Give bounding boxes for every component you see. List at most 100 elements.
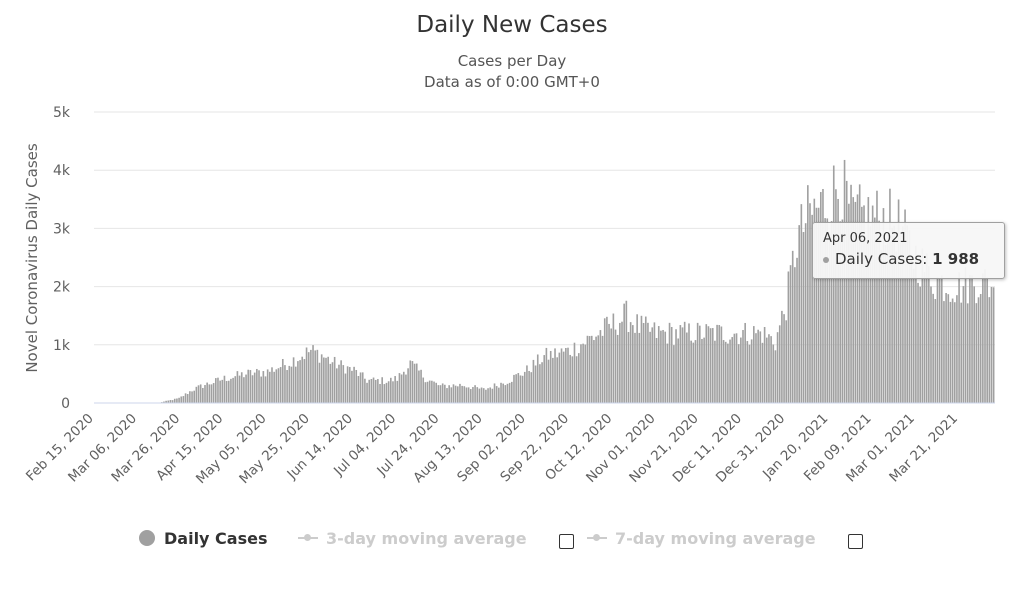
bar[interactable]: [612, 313, 615, 403]
bar[interactable]: [556, 357, 558, 403]
bar[interactable]: [284, 365, 286, 403]
bar[interactable]: [865, 241, 867, 403]
bar[interactable]: [755, 333, 757, 403]
bar[interactable]: [953, 302, 956, 403]
bar[interactable]: [958, 272, 960, 403]
bar[interactable]: [871, 205, 874, 403]
bar[interactable]: [582, 343, 584, 403]
bar[interactable]: [251, 375, 254, 403]
bar[interactable]: [824, 218, 826, 403]
bar[interactable]: [277, 368, 280, 403]
bar[interactable]: [683, 321, 686, 403]
bar[interactable]: [789, 265, 792, 403]
bar[interactable]: [469, 389, 472, 403]
bar[interactable]: [361, 372, 364, 403]
bar[interactable]: [947, 294, 950, 403]
bar[interactable]: [372, 377, 375, 403]
bar[interactable]: [562, 351, 565, 403]
bar[interactable]: [299, 360, 301, 403]
bar[interactable]: [411, 361, 414, 403]
bar[interactable]: [804, 223, 807, 403]
bar[interactable]: [908, 230, 911, 403]
bar[interactable]: [757, 329, 759, 403]
bar[interactable]: [532, 359, 535, 403]
bar[interactable]: [748, 344, 751, 403]
bar[interactable]: [938, 278, 941, 403]
bar[interactable]: [221, 379, 224, 403]
bar[interactable]: [670, 327, 673, 403]
bar[interactable]: [539, 364, 541, 403]
bar[interactable]: [733, 333, 736, 403]
bar[interactable]: [874, 217, 876, 403]
bar[interactable]: [456, 386, 459, 403]
bar[interactable]: [580, 344, 582, 403]
bar[interactable]: [171, 400, 174, 403]
bar[interactable]: [573, 342, 576, 403]
bar[interactable]: [796, 257, 798, 403]
bar[interactable]: [178, 397, 180, 403]
bar[interactable]: [351, 370, 353, 403]
bar[interactable]: [930, 286, 932, 403]
bar[interactable]: [858, 184, 861, 403]
bar[interactable]: [189, 391, 191, 403]
bar[interactable]: [310, 349, 312, 403]
bar[interactable]: [621, 321, 623, 403]
bar[interactable]: [623, 303, 625, 403]
bar[interactable]: [368, 379, 371, 403]
bar[interactable]: [415, 363, 418, 403]
bar[interactable]: [936, 277, 939, 403]
bar[interactable]: [381, 377, 383, 403]
bar[interactable]: [409, 360, 412, 403]
bar[interactable]: [614, 329, 617, 403]
bar[interactable]: [541, 362, 543, 403]
bar[interactable]: [405, 374, 407, 403]
bar[interactable]: [256, 368, 258, 403]
bar[interactable]: [329, 363, 332, 403]
bar[interactable]: [785, 320, 788, 403]
bar[interactable]: [960, 302, 963, 403]
bar[interactable]: [336, 368, 338, 403]
bar[interactable]: [511, 381, 513, 403]
bar[interactable]: [608, 323, 610, 403]
bar[interactable]: [387, 381, 390, 403]
bar[interactable]: [610, 328, 613, 403]
bar[interactable]: [774, 350, 777, 403]
bar[interactable]: [260, 376, 262, 403]
bar[interactable]: [882, 208, 885, 403]
bar[interactable]: [720, 326, 723, 404]
bar[interactable]: [318, 362, 321, 403]
bar[interactable]: [971, 275, 973, 403]
bar[interactable]: [441, 383, 444, 403]
bar[interactable]: [353, 366, 355, 403]
bar[interactable]: [269, 371, 271, 403]
bar[interactable]: [210, 384, 213, 403]
bar[interactable]: [655, 338, 658, 403]
bar[interactable]: [642, 322, 645, 403]
bar[interactable]: [258, 370, 260, 403]
bar[interactable]: [982, 273, 984, 403]
bar[interactable]: [482, 388, 485, 403]
bar[interactable]: [707, 326, 710, 403]
bar[interactable]: [472, 387, 474, 403]
bar[interactable]: [517, 373, 520, 403]
bar[interactable]: [835, 189, 837, 403]
bar[interactable]: [634, 332, 636, 403]
bar[interactable]: [724, 341, 727, 403]
bar[interactable]: [595, 336, 597, 403]
bar[interactable]: [400, 374, 403, 403]
bar[interactable]: [314, 350, 317, 403]
bar[interactable]: [355, 369, 358, 403]
bar[interactable]: [180, 396, 183, 403]
bar[interactable]: [364, 378, 366, 403]
bar[interactable]: [465, 387, 468, 403]
bar[interactable]: [910, 256, 913, 403]
bar[interactable]: [273, 371, 275, 403]
bar[interactable]: [899, 234, 902, 403]
bar[interactable]: [740, 337, 742, 403]
bar[interactable]: [554, 348, 556, 403]
bar[interactable]: [402, 371, 405, 403]
bar[interactable]: [303, 359, 306, 403]
bar[interactable]: [660, 330, 662, 403]
bar[interactable]: [452, 384, 455, 403]
bar[interactable]: [320, 354, 323, 403]
